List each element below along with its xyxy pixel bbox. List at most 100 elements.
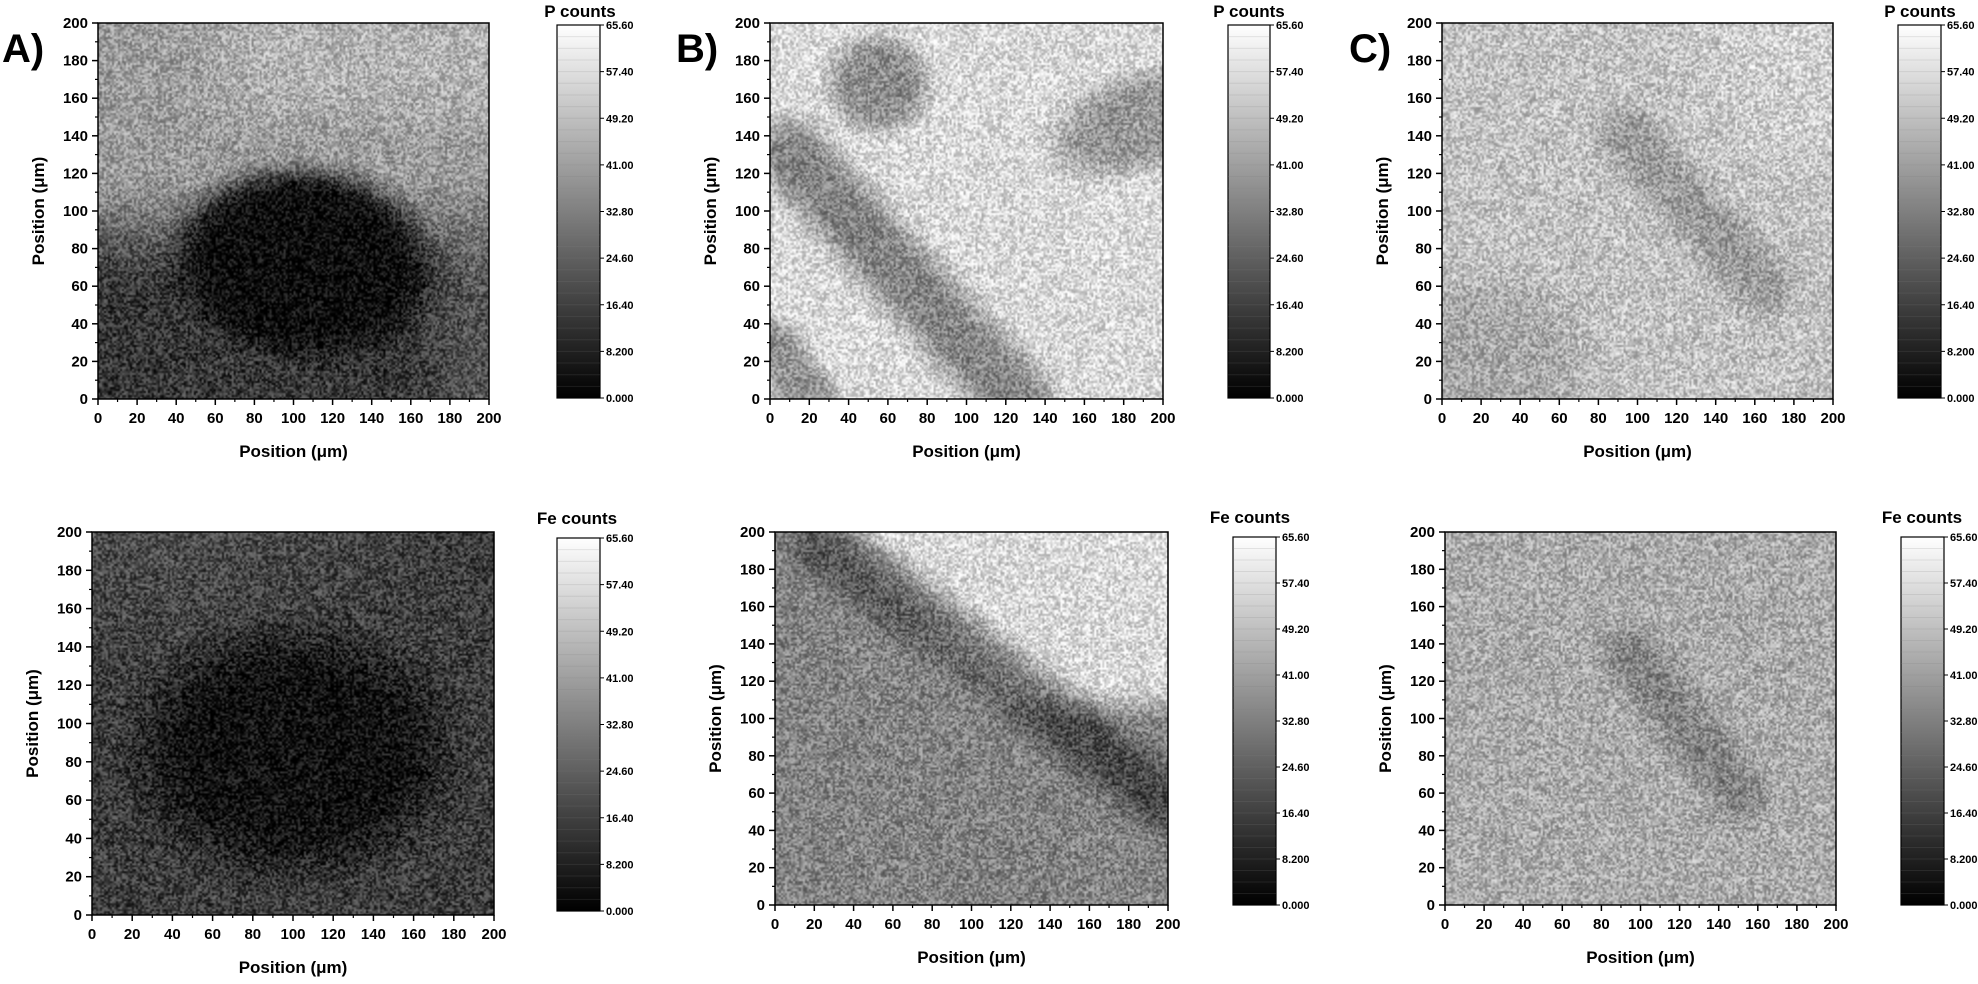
panel-label-c: C): [1349, 27, 1391, 71]
x-tick-label-b-fe-6: 120: [998, 916, 1023, 933]
x-axis-title-a-fe: Position (μm): [239, 958, 348, 977]
heatmap-c-fe: [1445, 532, 1836, 905]
colorbar-tick-label-c-fe-5: 24.60: [1950, 762, 1978, 774]
y-tick-label-b-p-4: 80: [743, 241, 760, 258]
y-tick-label-a-fe-5: 100: [57, 716, 82, 733]
colorbar-tick-label-b-fe-7: 8.200: [1282, 854, 1310, 866]
chart-b-p: 0 20 40 60 80 100 120 140 160 180 200 0 20 40 60 80 100 1…: [701, 2, 1304, 461]
colorbar-tick-label-a-p-4: 32.80: [606, 207, 634, 219]
panel-label-b: B): [676, 27, 718, 71]
colorbar-tick-label-a-fe-8: 0.000: [606, 906, 634, 918]
y-tick-label-a-fe-4: 80: [65, 754, 82, 771]
colorbar-tick-label-a-p-2: 49.20: [606, 113, 634, 125]
colorbar-c-p: [1897, 24, 1942, 399]
colorbar-b-fe: [1232, 536, 1277, 906]
x-tick-label-a-fe-3: 60: [204, 926, 221, 943]
x-tick-label-a-fe-5: 100: [280, 926, 305, 943]
colorbar-tick-label-a-fe-3: 41.00: [606, 673, 634, 685]
y-tick-label-b-p-6: 120: [735, 165, 760, 182]
x-tick-label-c-fe-3: 60: [1554, 916, 1571, 933]
x-tick-label-b-p-6: 120: [993, 410, 1018, 427]
y-axis-title-b-p: Position (μm): [701, 157, 720, 266]
y-tick-label-c-fe-3: 60: [1418, 785, 1435, 802]
colorbar-tick-label-b-fe-4: 32.80: [1282, 716, 1310, 728]
x-tick-label-c-fe-4: 80: [1593, 916, 1610, 933]
y-tick-label-b-p-0: 0: [752, 391, 760, 408]
colorbar-tick-label-c-p-5: 24.60: [1947, 253, 1975, 265]
y-tick-label-a-p-4: 80: [71, 241, 88, 258]
colorbar-title-b-p: P counts: [1213, 2, 1284, 21]
heatmap-c-p: [1442, 23, 1833, 399]
colorbar-tick-label-b-fe-1: 57.40: [1282, 578, 1310, 590]
x-tick-label-b-p-10: 200: [1150, 410, 1175, 427]
y-tick-label-c-p-9: 180: [1407, 53, 1432, 70]
colorbar-c-fe: [1900, 536, 1945, 906]
x-tick-label-a-p-3: 60: [207, 410, 224, 427]
y-tick-label-c-fe-5: 100: [1410, 711, 1435, 728]
y-tick-label-c-p-7: 140: [1407, 128, 1432, 145]
x-tick-label-a-p-0: 0: [94, 410, 102, 427]
y-tick-label-c-p-8: 160: [1407, 90, 1432, 107]
y-tick-label-b-fe-8: 160: [740, 599, 765, 616]
colorbar-a-fe: [556, 537, 601, 912]
x-tick-label-b-fe-4: 80: [924, 916, 941, 933]
x-tick-label-b-fe-3: 60: [885, 916, 902, 933]
y-tick-label-a-fe-1: 20: [65, 869, 82, 886]
y-tick-label-b-fe-3: 60: [748, 785, 765, 802]
y-tick-label-b-p-10: 200: [735, 15, 760, 32]
chart-b-fe: 0 20 40 60 80 100 120 140 160 180 200 0 20 40 60 80 100 1…: [706, 508, 1310, 967]
y-tick-label-a-fe-7: 140: [57, 639, 82, 656]
x-tick-label-a-fe-6: 120: [321, 926, 346, 943]
colorbar-tick-label-c-fe-2: 49.20: [1950, 624, 1978, 636]
x-tick-label-b-p-0: 0: [766, 410, 774, 427]
chart-a-fe: 0 20 40 60 80 100 120 140 160 180 200 0 20 40 60 80 100 1…: [23, 509, 634, 977]
x-tick-label-a-fe-0: 0: [88, 926, 96, 943]
y-axis-title-c-p: Position (μm): [1373, 157, 1392, 266]
y-tick-label-a-p-7: 140: [63, 128, 88, 145]
y-tick-label-a-fe-2: 40: [65, 830, 82, 847]
colorbar-title-c-p: P counts: [1884, 2, 1955, 21]
colorbar-tick-label-c-p-3: 41.00: [1947, 160, 1975, 172]
y-tick-label-b-fe-0: 0: [757, 897, 765, 914]
x-tick-label-c-p-1: 20: [1473, 410, 1490, 427]
x-axis-title-b-fe: Position (μm): [917, 948, 1026, 967]
colorbar-tick-label-a-fe-7: 8.200: [606, 859, 634, 871]
chart-c-p: 0 20 40 60 80 100 120 140 160 180 200 0 20 40 60 80 100 1…: [1373, 2, 1975, 461]
x-tick-label-c-fe-1: 20: [1476, 916, 1493, 933]
x-tick-label-a-fe-4: 80: [244, 926, 261, 943]
x-tick-label-c-p-2: 40: [1512, 410, 1529, 427]
colorbar-tick-label-b-fe-2: 49.20: [1282, 624, 1310, 636]
heatmap-b-p: [770, 23, 1163, 399]
x-axis-title-c-p: Position (μm): [1583, 442, 1692, 461]
x-tick-label-c-p-3: 60: [1551, 410, 1568, 427]
y-tick-label-b-p-3: 60: [743, 278, 760, 295]
x-tick-label-b-fe-1: 20: [806, 916, 823, 933]
y-tick-label-c-p-5: 100: [1407, 203, 1432, 220]
colorbar-tick-label-a-fe-5: 24.60: [606, 766, 634, 778]
y-tick-label-c-fe-0: 0: [1427, 897, 1435, 914]
x-tick-label-c-fe-10: 200: [1823, 916, 1848, 933]
colorbar-tick-label-c-fe-8: 0.000: [1950, 900, 1978, 912]
y-tick-label-a-p-8: 160: [63, 90, 88, 107]
y-tick-label-c-fe-8: 160: [1410, 599, 1435, 616]
x-tick-label-b-p-4: 80: [919, 410, 936, 427]
y-tick-label-a-p-9: 180: [63, 53, 88, 70]
x-tick-label-c-p-6: 120: [1664, 410, 1689, 427]
y-tick-label-a-fe-10: 200: [57, 524, 82, 541]
y-axis-title-a-fe: Position (μm): [23, 669, 42, 778]
x-tick-label-a-p-7: 140: [359, 410, 384, 427]
colorbar-tick-label-c-fe-3: 41.00: [1950, 670, 1978, 682]
y-tick-label-b-p-8: 160: [735, 90, 760, 107]
y-tick-label-b-fe-9: 180: [740, 561, 765, 578]
colorbar-tick-label-b-fe-5: 24.60: [1282, 762, 1310, 774]
x-tick-label-a-fe-9: 180: [441, 926, 466, 943]
y-tick-label-c-p-10: 200: [1407, 15, 1432, 32]
y-tick-label-b-fe-5: 100: [740, 711, 765, 728]
x-tick-label-c-p-7: 140: [1703, 410, 1728, 427]
y-tick-label-a-p-0: 0: [80, 391, 88, 408]
x-tick-label-b-p-7: 140: [1033, 410, 1058, 427]
colorbar-tick-label-c-fe-7: 8.200: [1950, 854, 1978, 866]
x-tick-label-c-fe-8: 160: [1745, 916, 1770, 933]
x-tick-label-b-fe-10: 200: [1155, 916, 1180, 933]
